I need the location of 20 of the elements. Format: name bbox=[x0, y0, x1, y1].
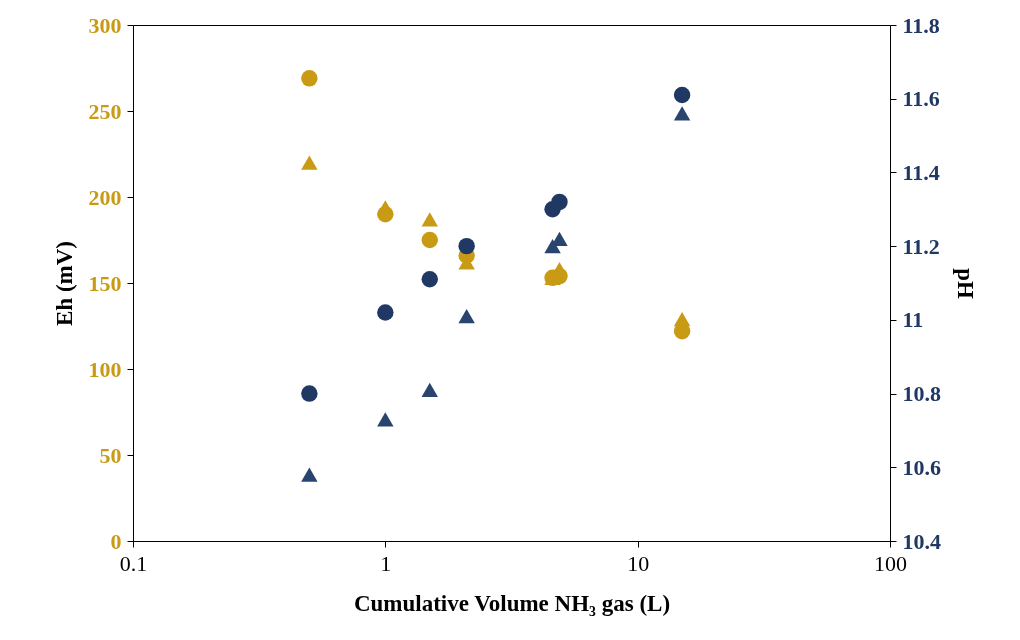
y-tick-label: 250 bbox=[88, 98, 122, 124]
y2-tick-label: 11.6 bbox=[902, 86, 940, 112]
y2-tick-label: 11.4 bbox=[902, 159, 940, 185]
x-tick-label: 1 bbox=[380, 550, 392, 576]
y-tick-label: 100 bbox=[88, 356, 122, 382]
y2-tick-label: 11.2 bbox=[902, 233, 940, 259]
y2-tick-label: 11.8 bbox=[902, 12, 940, 38]
y-tick-label: 300 bbox=[88, 12, 122, 38]
y-axis-title: Eh (mV) bbox=[51, 241, 77, 326]
y-tick-label: 200 bbox=[88, 184, 122, 210]
y2-axis-title: pH bbox=[953, 268, 978, 299]
y-tick-label: 0 bbox=[110, 528, 122, 554]
y2-tick-label: 11 bbox=[902, 307, 924, 333]
x-axis-title: Cumulative Volume NH₃ gas (L) bbox=[353, 590, 671, 616]
y-tick-label: 150 bbox=[88, 270, 122, 296]
y2-tick-label: 10.8 bbox=[902, 381, 941, 407]
x-tick-label: 0.1 bbox=[119, 550, 148, 576]
y-tick-label: 50 bbox=[99, 442, 122, 468]
y2-tick-label: 10.6 bbox=[902, 454, 941, 480]
x-tick-label: 10 bbox=[627, 550, 650, 576]
